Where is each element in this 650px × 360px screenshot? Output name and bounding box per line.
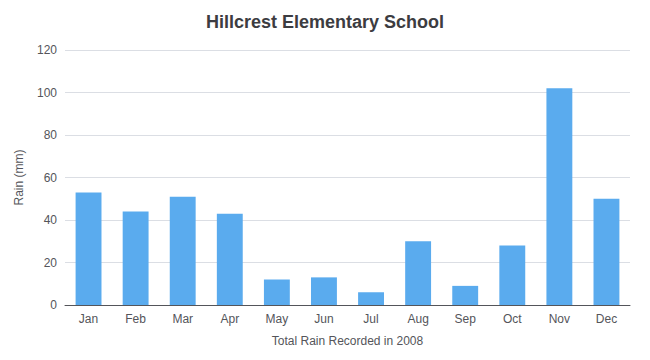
svg-text:100: 100	[37, 86, 57, 100]
svg-text:Oct: Oct	[503, 312, 522, 326]
svg-text:Jul: Jul	[363, 312, 378, 326]
svg-text:Mar: Mar	[172, 312, 193, 326]
svg-text:Dec: Dec	[596, 312, 617, 326]
svg-text:120: 120	[37, 43, 57, 57]
svg-text:Aug: Aug	[407, 312, 428, 326]
svg-text:40: 40	[44, 213, 58, 227]
svg-text:Total Rain Recorded in 2008: Total Rain Recorded in 2008	[272, 334, 424, 348]
svg-text:Rain (mm): Rain (mm)	[12, 149, 26, 205]
svg-text:0: 0	[50, 298, 57, 312]
svg-text:Jun: Jun	[314, 312, 333, 326]
svg-text:60: 60	[44, 171, 58, 185]
svg-text:20: 20	[44, 256, 58, 270]
svg-text:Hillcrest Elementary School: Hillcrest Elementary School	[206, 12, 444, 32]
svg-text:Apr: Apr	[220, 312, 239, 326]
svg-text:Feb: Feb	[125, 312, 146, 326]
svg-text:Jan: Jan	[79, 312, 98, 326]
svg-text:May: May	[266, 312, 289, 326]
svg-text:Nov: Nov	[549, 312, 570, 326]
svg-text:80: 80	[44, 128, 58, 142]
svg-text:Sep: Sep	[455, 312, 477, 326]
